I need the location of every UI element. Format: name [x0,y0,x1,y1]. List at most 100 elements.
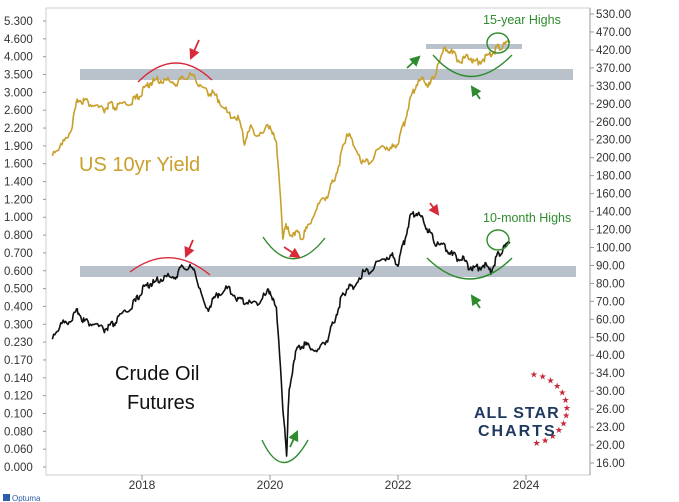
all-star-charts-logo: ★ ★ ★★★★★★★★★★★ ALL STAR CHARTS [474,369,571,448]
crude-series-line [51,211,511,457]
left-tick-label: 0.000 [4,462,33,474]
x-tick-label: 2018 [129,478,156,492]
left-tick-label: 0.300 [4,319,33,331]
logo-star: ★ [553,381,561,391]
left-tick-label: 0.800 [4,230,33,242]
left-axis-ticks: 5.300 4.600 4.000 3.500 3.000 2.600 2.200 1.900… [4,16,46,474]
optuma-icon [3,494,10,501]
left-tick-label: 1.600 [4,159,33,171]
red-arrow-crude-peak [428,202,440,216]
right-tick-label: 26.00 [596,404,625,416]
upper-right-arc [432,54,513,78]
right-tick-label: 20.00 [596,440,625,452]
right-tick-label: 200.00 [596,153,631,165]
left-tick-label: 0.140 [4,373,33,385]
x-axis-ticks: 2018 2020 2022 2024 [129,475,540,492]
right-tick-label: 160.00 [596,189,631,201]
logo-star-arc: ★ ★ ★★★★★★★★★★★ [530,369,571,448]
yield-series-line [51,39,511,241]
right-axis-ticks: 530.00 470.00 420.00 370.00 330.00 290.00 260.… [590,9,631,470]
yield-breakout-circle [486,32,510,54]
right-tick-label: 530.00 [596,9,631,21]
left-tick-label: 4.600 [4,34,33,46]
right-tick-label: 70.00 [596,296,625,308]
plot-area [45,7,591,476]
lower-band [80,266,576,277]
right-tick-label: 370.00 [596,63,631,75]
left-tick-label: 5.300 [4,16,33,28]
left-tick-label: 1.000 [4,212,33,224]
right-tick-label: 40.00 [596,350,625,362]
x-tick-label: 2022 [385,478,412,492]
left-tick-label: 0.600 [4,266,33,278]
logo-star: ★ [562,411,570,421]
yield-bottom-arc [262,236,326,260]
yield-series-label: US 10yr Yield [79,154,200,176]
right-tick-label: 120.00 [596,225,631,237]
left-tick-label: 0.100 [4,408,33,420]
right-tick-label: 470.00 [596,27,631,39]
left-tick-label: 3.000 [4,87,33,99]
left-tick-label: 0.120 [4,391,33,403]
left-tick-label: 1.200 [4,194,33,206]
right-tick-label: 34.00 [596,368,625,380]
red-arrow-yield-top [189,39,200,60]
crude-bottom-arc [261,439,309,464]
logo-line2: CHARTS [478,423,557,440]
left-tick-label: 2.200 [4,123,33,135]
right-tick-label: 140.00 [596,207,631,219]
red-arrow-crude-top [184,239,195,258]
x-tick-label: 2020 [257,478,284,492]
yield-top-arc [137,62,213,83]
left-tick-label: 0.060 [4,444,33,456]
logo-star: ★ [563,403,571,413]
right-tick-label: 23.00 [596,422,625,434]
logo-star: ★ [539,372,547,382]
green-arrow-lower-right [470,294,482,309]
right-tick-label: 80.00 [596,278,625,290]
right-tick-label: 100.00 [596,242,631,254]
logo-star: ★ [559,418,567,428]
right-tick-label: 420.00 [596,45,631,57]
x-tick-label: 2024 [513,478,540,492]
right-tick-label: 260.00 [596,117,631,129]
green-arrow-crude-bottom [288,430,299,448]
left-tick-label: 0.170 [4,355,33,367]
logo-star: ★ [558,387,566,397]
left-tick-label: 2.600 [4,105,33,117]
right-tick-label: 230.00 [596,135,631,147]
right-tick-label: 330.00 [596,81,631,93]
logo-star: ★ [549,431,557,441]
logo-star: ★ [530,369,538,379]
right-tick-label: 180.00 [596,171,631,183]
right-tick-label: 90.00 [596,260,625,272]
green-arrow-yield-rise [406,55,421,69]
logo-star: ★ [555,425,563,435]
left-tick-label: 1.400 [4,177,33,189]
left-tick-label: 0.500 [4,284,33,296]
right-tick-label: 290.00 [596,99,631,111]
crude-breakout-circle [486,229,510,251]
right-tick-label: 50.00 [596,332,625,344]
left-tick-label: 1.900 [4,141,33,153]
crude-top-arc [129,257,211,276]
upper-short-band [426,44,522,49]
left-tick-label: 0.080 [4,426,33,438]
right-tick-label: 60.00 [596,314,625,326]
logo-line1: ALL STAR [474,405,560,422]
logo-star: ★ [541,435,549,445]
crude-series-label-line1: Crude Oil [115,363,199,385]
left-tick-label: 4.000 [4,52,33,64]
left-tick-label: 0.230 [4,337,33,349]
note-10-month-highs: 10-month Highs [483,211,571,225]
logo-star: ★ [546,375,554,385]
logo-star: ★ [562,395,570,405]
footer-brand: Optuma [12,494,41,502]
green-arrow-upper-right [470,85,482,100]
lower-right-arc [426,257,513,280]
left-tick-label: 3.500 [4,70,33,82]
left-tick-label: 0.400 [4,301,33,313]
logo-star: ★ [533,438,541,448]
upper-band [80,69,573,80]
